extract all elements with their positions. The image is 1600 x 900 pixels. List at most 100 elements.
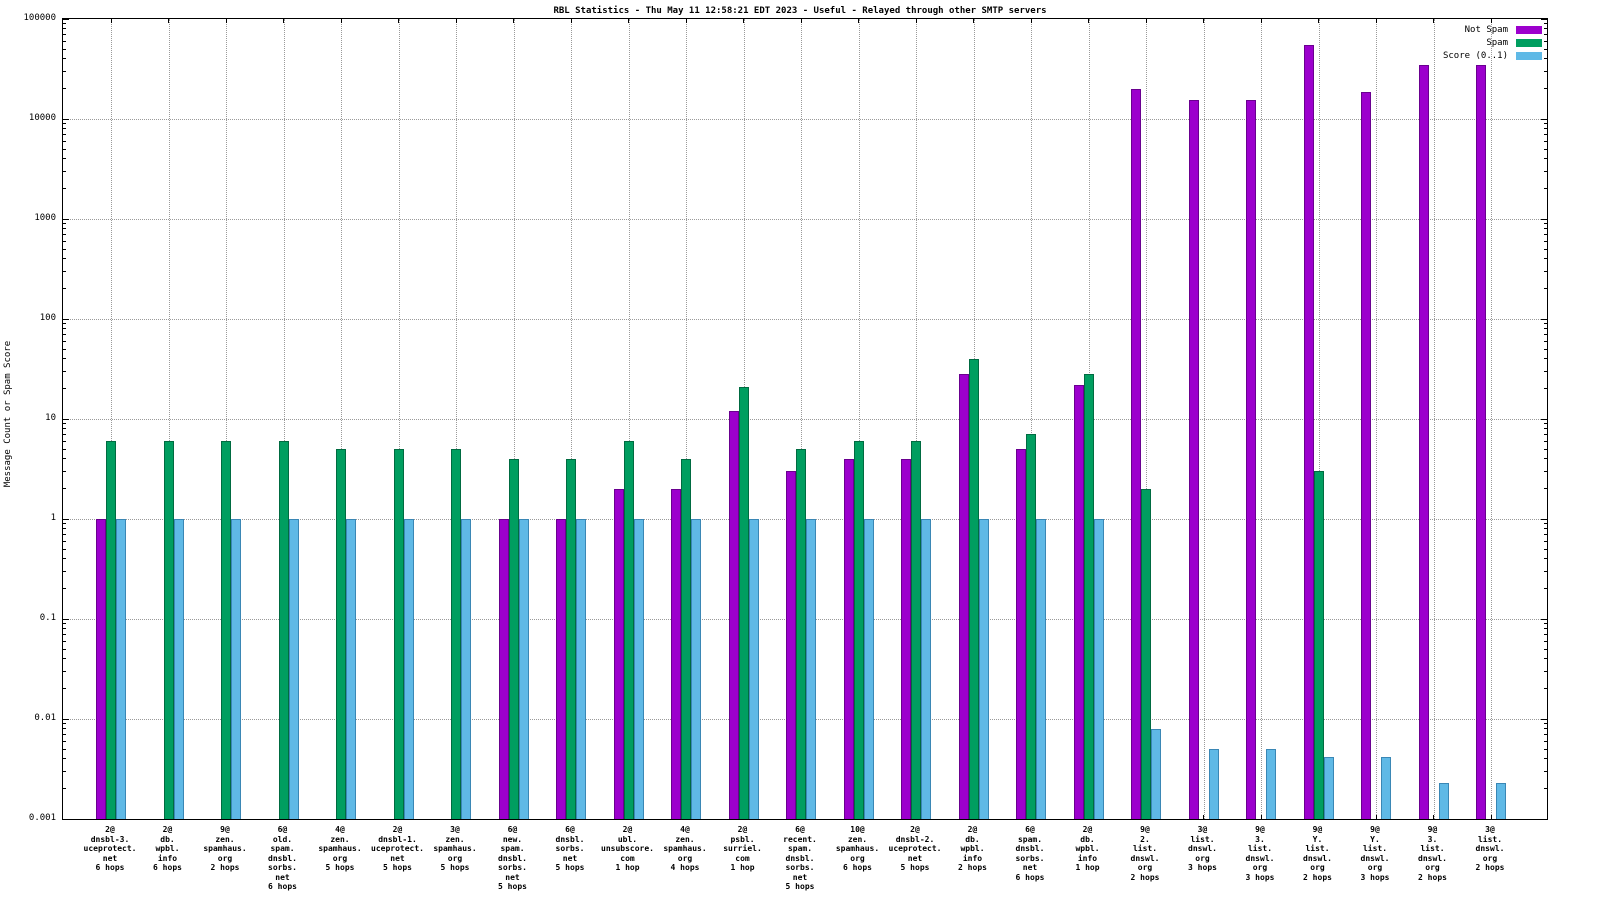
bar-spam: [336, 449, 346, 819]
y-minor-tick-left: [63, 148, 66, 150]
y-minor-tick-left: [63, 633, 66, 635]
x-tick-top: [1088, 19, 1089, 23]
bar-score-0-1-: [518, 519, 529, 819]
y-minor-tick-left: [63, 328, 66, 330]
y-minor-tick-left: [63, 70, 66, 72]
x-tick-top: [283, 19, 284, 23]
legend-swatch: [1516, 25, 1542, 34]
y-minor-tick-left: [63, 323, 66, 325]
bar-spam: [508, 458, 519, 819]
grid-vline: [858, 19, 860, 819]
bar-spam: [911, 441, 921, 819]
y-minor-tick-right: [1544, 523, 1547, 525]
y-minor-tick-left: [63, 133, 66, 135]
y-minor-tick-right: [1544, 433, 1547, 435]
bar-not-spam: [96, 519, 106, 819]
y-minor-tick-right: [1544, 140, 1547, 142]
x-tick-label: 2@ db. wpbl. info 2 hops: [958, 825, 987, 872]
x-tick-top: [1433, 19, 1434, 23]
y-minor-tick-left: [63, 570, 66, 572]
bar-not-spam: [1303, 44, 1314, 819]
grid-vline: [398, 19, 400, 819]
x-tick-top: [225, 19, 227, 23]
x-tick-top: [1030, 19, 1032, 23]
y-minor-tick-right: [1544, 33, 1547, 35]
x-tick-label: 2@ dnsbl-1. uceprotect. net 5 hops: [371, 825, 424, 872]
y-major-tick-right: [1541, 718, 1547, 720]
grid-vline: [686, 19, 687, 819]
y-minor-tick-right: [1544, 28, 1547, 30]
y-minor-tick-right: [1544, 270, 1547, 272]
x-tick-label: 4@ zen. spamhaus. org 4 hops: [663, 825, 707, 872]
y-minor-tick-right: [1544, 533, 1547, 535]
y-minor-tick-right: [1544, 528, 1547, 530]
y-minor-tick-right: [1544, 628, 1547, 630]
y-minor-tick-left: [63, 170, 66, 172]
y-tick-label: 100000: [23, 13, 56, 23]
y-minor-tick-right: [1544, 423, 1547, 425]
bar-score-0-1-: [173, 519, 184, 819]
y-major-tick-right: [1541, 218, 1547, 220]
y-minor-tick-left: [63, 688, 66, 690]
y-minor-tick-left: [63, 88, 66, 90]
bar-score-0-1-: [1381, 756, 1391, 819]
x-tick-bottom: [1433, 815, 1434, 819]
bar-score-0-1-: [116, 519, 126, 819]
bar-score-0-1-: [1093, 519, 1104, 819]
x-tick-top: [340, 19, 342, 23]
bar-score-0-1-: [978, 519, 989, 819]
y-major-tick-left: [63, 318, 69, 320]
y-major-tick-right: [1541, 118, 1547, 120]
y-minor-tick-right: [1544, 123, 1547, 125]
x-tick-top: [570, 19, 572, 23]
y-tick-label: 1000: [34, 213, 56, 223]
bar-score-0-1-: [1036, 519, 1046, 819]
y-minor-tick-left: [63, 523, 66, 525]
x-tick-label: 10@ zen. spamhaus. org 6 hops: [835, 825, 880, 872]
grid-hline: [63, 319, 1547, 320]
grid-hline: [63, 419, 1547, 420]
legend-label: Spam: [1486, 38, 1508, 48]
y-minor-tick-right: [1544, 70, 1547, 72]
y-minor-tick-right: [1544, 440, 1547, 442]
y-tick-label: 10000: [28, 113, 56, 123]
bar-score-0-1-: [231, 519, 241, 819]
x-tick-label: 6@ dnsbl. sorbs. net 5 hops: [555, 825, 585, 872]
x-tick-top: [110, 19, 112, 23]
y-minor-tick-left: [63, 470, 66, 472]
y-minor-tick-left: [63, 258, 66, 260]
bar-spam: [566, 458, 576, 819]
x-tick-top: [858, 19, 859, 23]
grid-vline: [513, 19, 515, 819]
bar-not-spam: [1073, 384, 1084, 819]
x-tick-label: 9@ 2. list. dnswl. org 2 hops: [1130, 825, 1160, 882]
bar-score-0-1-: [576, 519, 586, 819]
bar-spam: [968, 358, 979, 819]
legend-row: Not Spam: [1443, 24, 1542, 37]
bar-score-0-1-: [288, 519, 299, 819]
bar-score-0-1-: [461, 519, 471, 819]
bar-spam: [853, 441, 864, 819]
y-minor-tick-right: [1544, 633, 1547, 635]
y-minor-tick-right: [1544, 658, 1547, 660]
y-minor-tick-left: [63, 428, 66, 430]
y-minor-tick-right: [1544, 448, 1547, 450]
grid-vline: [341, 19, 342, 819]
y-minor-tick-right: [1544, 358, 1547, 360]
y-minor-tick-right: [1544, 748, 1547, 750]
legend-row: Spam: [1443, 37, 1542, 50]
y-minor-tick-left: [63, 28, 66, 30]
bar-score-0-1-: [1208, 749, 1219, 819]
bar-not-spam: [958, 374, 969, 819]
y-minor-tick-left: [63, 488, 66, 490]
bar-spam: [1141, 488, 1151, 819]
y-minor-tick-right: [1544, 588, 1547, 590]
y-minor-tick-left: [63, 48, 66, 50]
y-minor-tick-right: [1544, 770, 1547, 772]
x-tick-label: 2@ dnsbl-2. uceprotect. net 5 hops: [888, 825, 942, 872]
bar-not-spam: [556, 519, 566, 819]
y-minor-tick-left: [63, 288, 66, 290]
bar-spam: [796, 449, 806, 819]
x-tick-top: [1375, 19, 1377, 23]
